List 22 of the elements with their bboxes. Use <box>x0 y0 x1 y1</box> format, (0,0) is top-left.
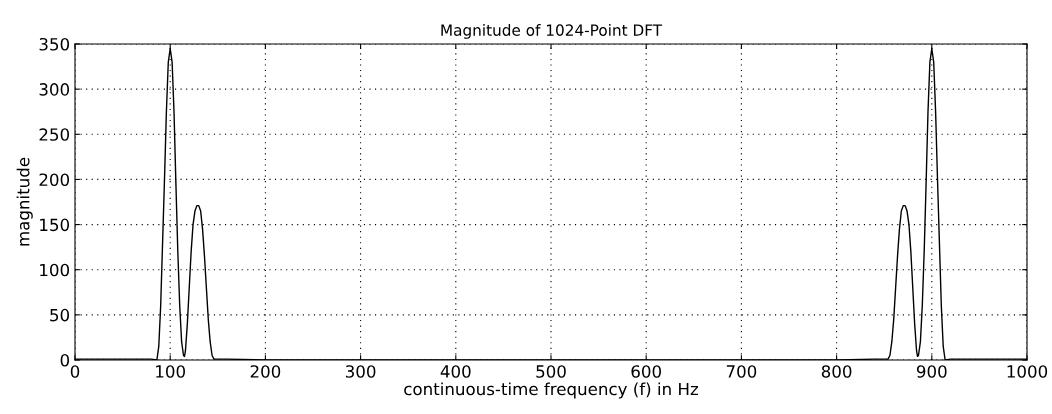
chart-title: Magnitude of 1024-Point DFT <box>441 24 663 39</box>
x-tick-label: 200 <box>250 365 281 378</box>
x-tick-label: 300 <box>345 365 376 378</box>
x-tick-label: 800 <box>821 365 852 378</box>
y-tick-label: 100 <box>40 263 70 277</box>
x-tick-label: 1000 <box>1007 365 1048 378</box>
x-tick-label: 0 <box>70 365 80 378</box>
x-tick-label: 100 <box>156 365 185 378</box>
y-tick-label: 350 <box>39 37 70 51</box>
x-tick-label: 500 <box>536 365 566 378</box>
x-tick-label: 600 <box>631 365 661 378</box>
y-axis-title: magnitude <box>16 157 33 246</box>
y-tick-label: 150 <box>40 218 70 232</box>
y-tick-label: 200 <box>39 173 70 186</box>
y-tick-label: 250 <box>39 128 70 141</box>
x-axis-title: continuous-time frequency (f) in Hz <box>404 382 699 399</box>
x-tick-label: 900 <box>916 365 947 378</box>
y-tick-label: 50 <box>50 308 70 322</box>
y-tick-label: 0 <box>60 353 70 367</box>
x-tick-label: 400 <box>440 365 471 378</box>
y-tick-label: 300 <box>39 83 70 96</box>
x-tick-label: 700 <box>726 365 757 378</box>
